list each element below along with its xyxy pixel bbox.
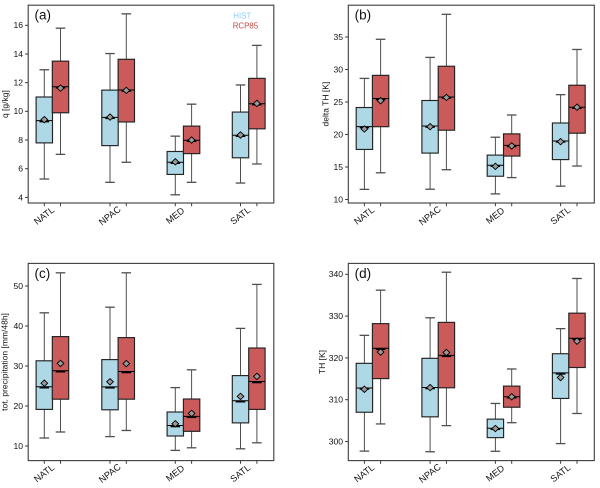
svg-text:20: 20 <box>334 129 344 139</box>
svg-text:14: 14 <box>13 49 23 59</box>
svg-text:310: 310 <box>329 395 344 405</box>
svg-text:4: 4 <box>18 192 23 202</box>
svg-text:16: 16 <box>13 20 23 30</box>
svg-text:30: 30 <box>13 361 23 371</box>
svg-text:330: 330 <box>329 311 344 321</box>
svg-text:30: 30 <box>334 64 344 74</box>
svg-text:300: 300 <box>329 436 344 446</box>
svg-text:HIST: HIST <box>233 12 251 21</box>
svg-text:6: 6 <box>18 164 23 174</box>
svg-text:20: 20 <box>13 401 23 411</box>
svg-text:15: 15 <box>334 162 344 172</box>
svg-text:320: 320 <box>329 353 344 363</box>
svg-text:8: 8 <box>18 135 23 145</box>
svg-text:10: 10 <box>334 194 344 204</box>
svg-text:RCP85: RCP85 <box>233 22 259 31</box>
svg-text:(a): (a) <box>35 8 52 23</box>
svg-text:10: 10 <box>13 441 23 451</box>
svg-text:(c): (c) <box>35 266 51 281</box>
svg-text:(d): (d) <box>355 266 372 281</box>
svg-text:40: 40 <box>13 321 23 331</box>
svg-text:TH [K]: TH [K] <box>317 350 327 374</box>
svg-text:340: 340 <box>329 269 344 279</box>
svg-text:35: 35 <box>334 32 344 42</box>
svg-text:10: 10 <box>13 106 23 116</box>
svg-text:12: 12 <box>13 78 23 88</box>
svg-text:(b): (b) <box>355 8 372 23</box>
svg-text:delta TH [K]: delta TH [K] <box>320 82 330 127</box>
svg-text:tot. precipitation [mm/48h]: tot. precipitation [mm/48h] <box>0 313 10 411</box>
svg-text:25: 25 <box>334 97 344 107</box>
svg-text:50: 50 <box>13 281 23 291</box>
svg-text:q [g/kg]: q [g/kg] <box>0 90 10 118</box>
